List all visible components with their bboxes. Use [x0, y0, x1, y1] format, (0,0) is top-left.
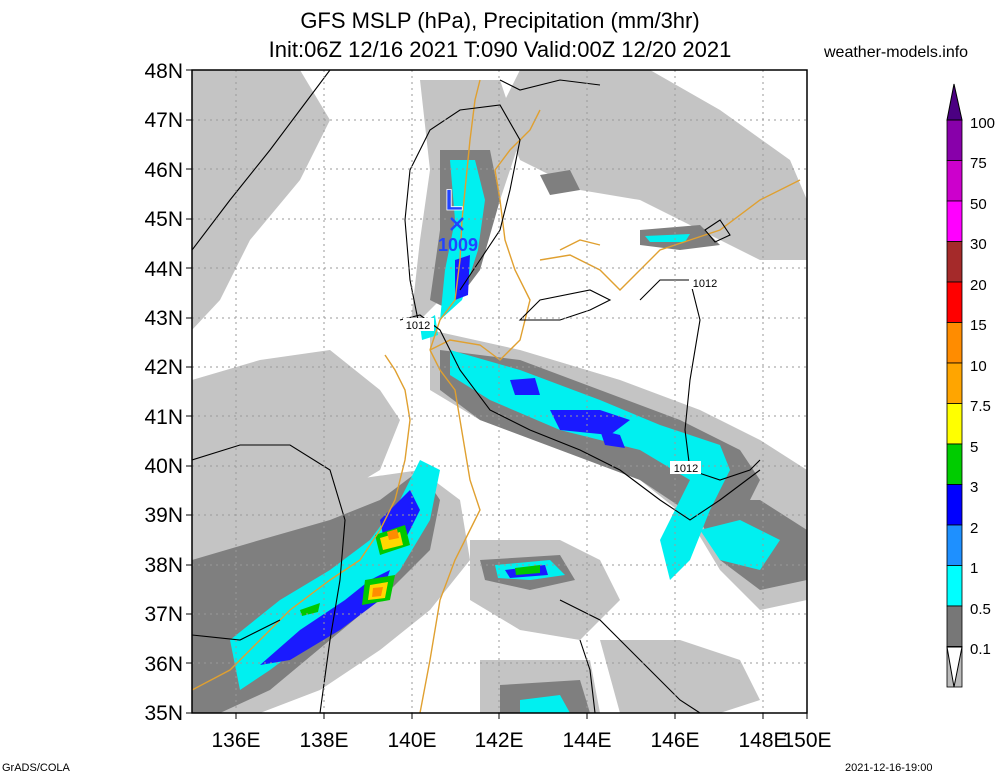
colorbar-swatch [946, 565, 963, 607]
colorbar-swatch [946, 443, 963, 485]
lat-label: 37N [144, 603, 183, 626]
colorbar-label: 0.5 [970, 601, 991, 618]
lon-label: 144E [562, 729, 611, 752]
colorbar-label: 20 [970, 277, 987, 294]
colorbar-swatch [946, 484, 963, 526]
colorbar-label: 1 [970, 560, 978, 577]
colorbar-swatch [946, 322, 963, 364]
lat-label: 47N [144, 109, 183, 132]
lon-label: 142E [474, 729, 523, 752]
colorbar-label: 2 [970, 520, 978, 537]
colorbar-label: 50 [970, 196, 987, 213]
colorbar-swatch [946, 200, 963, 242]
lon-label: 148E [738, 729, 787, 752]
precip-layer [192, 70, 807, 713]
footer-credit: GrADS/COLA [2, 762, 70, 774]
lon-label: 140E [387, 729, 436, 752]
lat-label: 40N [144, 455, 183, 478]
colorbar-swatch [946, 281, 963, 323]
colorbar-label: 100 [970, 115, 995, 132]
low-pressure-value: 1009 [438, 235, 478, 255]
colorbar-swatch [946, 605, 963, 647]
isobar-label: 1012 [674, 463, 698, 475]
footer-timestamp: 2021-12-16-19:00 [845, 762, 933, 774]
lon-label: 138E [299, 729, 348, 752]
colorbar-swatch [946, 403, 963, 445]
colorbar-swatch [946, 241, 963, 283]
lon-label: 136E [211, 729, 260, 752]
lat-label: 48N [144, 60, 183, 83]
lon-label: 146E [650, 729, 699, 752]
map-title-line1: GFS MSLP (hPa), Precipitation (mm/3hr) [300, 8, 700, 33]
colorbar-swatch [946, 524, 963, 566]
colorbar-label: 75 [970, 155, 987, 172]
isobar-labels: 1012 1012 1012 [403, 276, 720, 475]
colorbar-top-arrow [946, 83, 963, 121]
colorbar-label: 3 [970, 479, 978, 496]
lat-label: 44N [144, 258, 183, 281]
low-pressure-center: L 1009 [438, 184, 478, 255]
map-title-line2: Init:06Z 12/16 2021 T:090 Valid:00Z 12/2… [268, 37, 732, 62]
lat-label: 41N [144, 406, 183, 429]
lat-label: 39N [144, 504, 183, 527]
colorbar-label: 5 [970, 439, 978, 456]
coastlines [192, 79, 801, 713]
lat-label: 36N [144, 653, 183, 676]
lat-label: 45N [144, 208, 183, 231]
precip-colorbar: 100 75 50 30 20 15 10 7.5 5 3 2 1 0.5 0.… [946, 83, 995, 688]
lat-label: 46N [144, 159, 183, 182]
site-label: weather-models.info [824, 44, 969, 61]
lat-label: 35N [144, 702, 183, 725]
longitude-labels: 136E 138E 140E 142E 144E 146E 148E 150E [211, 729, 831, 752]
colorbar-label: 30 [970, 236, 987, 253]
lat-label: 42N [144, 356, 183, 379]
colorbar-swatch [946, 160, 963, 202]
axis-ticks [186, 69, 808, 719]
latitude-labels: 48N 47N 46N 45N 44N 43N 42N 41N 40N 39N … [144, 60, 183, 725]
graticule [192, 70, 807, 713]
colorbar-swatch [946, 362, 963, 404]
colorbar-label: 10 [970, 358, 987, 375]
colorbar-label: 15 [970, 317, 987, 334]
colorbar-bottom-arrow [946, 646, 963, 688]
lat-label: 43N [144, 307, 183, 330]
colorbar-swatch [946, 119, 963, 161]
isobar-label: 1012 [693, 278, 717, 290]
lat-label: 38N [144, 554, 183, 577]
colorbar-label: 7.5 [970, 398, 991, 415]
lon-label: 150E [782, 729, 831, 752]
low-cross-icon [450, 217, 464, 231]
colorbar-label: 0.1 [970, 641, 991, 658]
low-symbol: L [445, 184, 463, 217]
isobar-label: 1012 [406, 320, 430, 332]
